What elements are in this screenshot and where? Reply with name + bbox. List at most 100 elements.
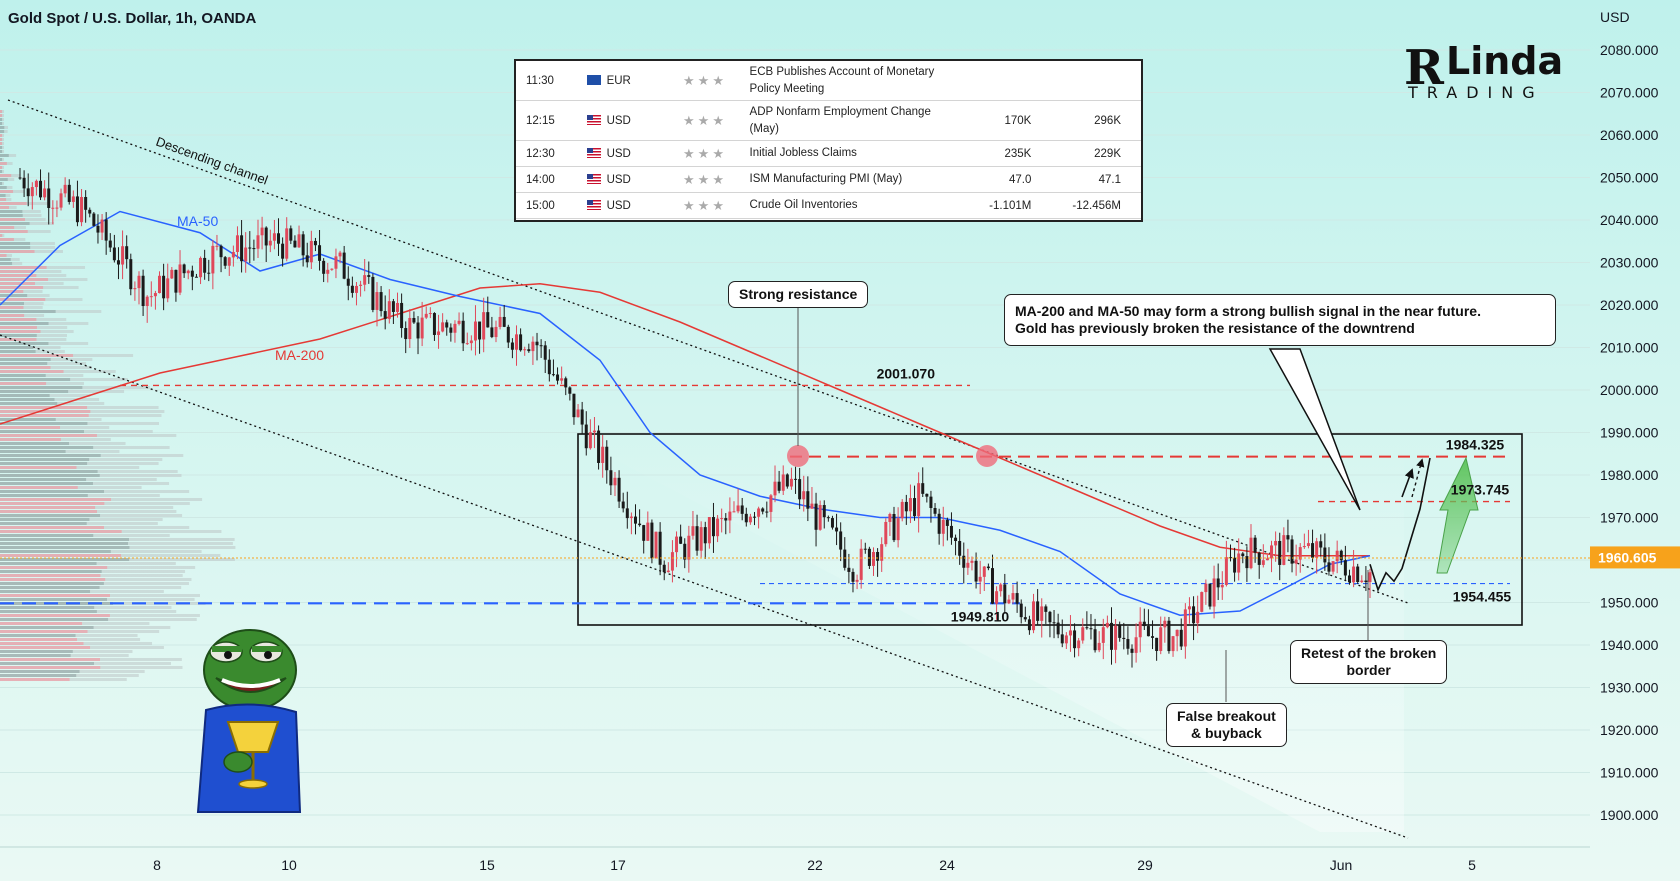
candle-body bbox=[584, 424, 588, 449]
candle-body bbox=[396, 302, 400, 312]
current-price-label: 1960.605 bbox=[1598, 549, 1657, 565]
candle-body bbox=[18, 177, 22, 179]
candle-body bbox=[978, 576, 982, 582]
candle-body bbox=[1196, 611, 1200, 624]
volume-profile-bar bbox=[60, 438, 111, 441]
volume-profile-bar bbox=[35, 350, 65, 353]
candle-body bbox=[634, 516, 638, 524]
false-breakout-text-2: & buyback bbox=[1191, 725, 1262, 741]
candle-body bbox=[1077, 640, 1081, 649]
candle-body bbox=[625, 508, 629, 519]
econ-row: 12:30 USD ★★★ Initial Jobless Claims 235K 229… bbox=[516, 140, 1141, 167]
current-price-tag bbox=[1590, 546, 1680, 569]
candle-body bbox=[646, 522, 650, 541]
candle-body bbox=[1364, 580, 1368, 583]
candle-body bbox=[1245, 556, 1249, 569]
eu-flag-icon bbox=[586, 75, 601, 86]
false-breakout-callout: False breakout & buyback bbox=[1166, 703, 1287, 747]
econ-row: 11:30 EUR ★★★ ECB Publishes Account of Mone… bbox=[516, 61, 1141, 101]
candle-body bbox=[1097, 642, 1101, 651]
candle-body bbox=[1294, 559, 1298, 564]
volume-profile-bar bbox=[90, 646, 164, 649]
candle-body bbox=[256, 235, 260, 249]
candle-body bbox=[215, 245, 219, 247]
time-tick-label: 8 bbox=[153, 857, 161, 873]
candle-body bbox=[1286, 535, 1290, 540]
volume-profile-bar bbox=[76, 466, 140, 469]
candle-body bbox=[71, 196, 75, 202]
level-label: 1973.745 bbox=[1451, 482, 1510, 498]
volume-profile-bar bbox=[0, 626, 94, 629]
time-axis[interactable]: 8 10 15 17 22 24 29 Jun 5 bbox=[0, 846, 1590, 873]
candle-body bbox=[482, 312, 486, 340]
volume-profile-bar bbox=[2, 118, 4, 121]
candle-body bbox=[391, 301, 395, 312]
volume-profile-bar bbox=[0, 118, 3, 121]
candle-body bbox=[519, 334, 523, 351]
importance-stars-icon: ★★★ bbox=[683, 72, 727, 88]
volume-profile-bar bbox=[70, 654, 129, 657]
candles bbox=[18, 167, 1372, 668]
candle-body bbox=[473, 321, 477, 341]
volume-profile-bar bbox=[10, 258, 20, 261]
volume-profile-bar bbox=[0, 494, 88, 497]
volume-profile-bar bbox=[55, 310, 102, 313]
candle-body bbox=[1265, 558, 1269, 561]
level-label: 1954.455 bbox=[1453, 589, 1512, 605]
volume-profile-bar bbox=[96, 434, 177, 437]
econ-importance: ★★★ bbox=[679, 166, 746, 193]
candle-body bbox=[22, 177, 26, 189]
price-axis[interactable]: USD 2080.000 2070.000 2060.000 2050.000 2040.… bbox=[1590, 9, 1680, 823]
volume-profile-bar bbox=[0, 482, 93, 485]
volume-profile-bar bbox=[109, 594, 200, 597]
econ-row: 14:00 USD ★★★ ISM Manufacturing PMI (May) 47… bbox=[516, 166, 1141, 193]
candle-body bbox=[580, 409, 584, 425]
volume-profile-bar bbox=[36, 274, 67, 277]
econ-time: 12:30 bbox=[516, 140, 583, 167]
candle-body bbox=[954, 537, 958, 542]
candle-body bbox=[670, 552, 674, 571]
candle-body bbox=[802, 491, 806, 500]
candle-body bbox=[203, 257, 207, 273]
volume-profile-bar bbox=[2, 142, 4, 145]
candle-body bbox=[1212, 578, 1216, 607]
price-tick-label: 2020.000 bbox=[1600, 297, 1659, 313]
us-flag-icon bbox=[586, 115, 601, 126]
volume-profile-bar bbox=[0, 630, 88, 633]
volume-profile-bar bbox=[0, 434, 97, 437]
candle-body bbox=[383, 311, 387, 319]
candle-body bbox=[609, 470, 613, 486]
ma200-line bbox=[0, 282, 1370, 557]
candle-body bbox=[1003, 584, 1007, 604]
candle-body bbox=[945, 519, 949, 526]
volume-profile-bar bbox=[89, 518, 163, 521]
volume-profile-bar bbox=[0, 134, 3, 137]
volume-profile-bar bbox=[105, 578, 192, 581]
level-label: 2001.070 bbox=[877, 365, 936, 381]
candle-body bbox=[843, 549, 847, 568]
bullish-signal-callout: MA-200 and MA-50 may form a strong bulli… bbox=[1004, 294, 1556, 346]
candle-body bbox=[826, 517, 830, 519]
volume-profile-bar bbox=[0, 454, 101, 457]
candle-body bbox=[568, 387, 572, 394]
volume-profile-bar bbox=[94, 606, 172, 609]
ma50-label: MA-50 bbox=[177, 213, 218, 229]
econ-importance: ★★★ bbox=[679, 140, 746, 167]
bullish-signal-text-2: Gold has previously broken the resistanc… bbox=[1015, 320, 1415, 336]
candle-body bbox=[490, 327, 494, 338]
candle-body bbox=[966, 562, 970, 568]
candle-body bbox=[658, 531, 662, 565]
candle-body bbox=[227, 257, 231, 266]
volume-profile-bar bbox=[0, 214, 23, 217]
econ-importance: ★★★ bbox=[679, 100, 746, 141]
us-flag-icon bbox=[586, 148, 601, 159]
candle-body bbox=[765, 511, 769, 513]
econ-previous: 47.1 bbox=[1035, 166, 1141, 193]
volume-profile-bar bbox=[96, 562, 176, 565]
candle-body bbox=[740, 505, 744, 514]
candle-body bbox=[703, 527, 707, 544]
candle-body bbox=[1007, 599, 1011, 604]
candle-body bbox=[137, 275, 141, 289]
candle-body bbox=[371, 276, 375, 310]
candle-body bbox=[363, 275, 367, 285]
